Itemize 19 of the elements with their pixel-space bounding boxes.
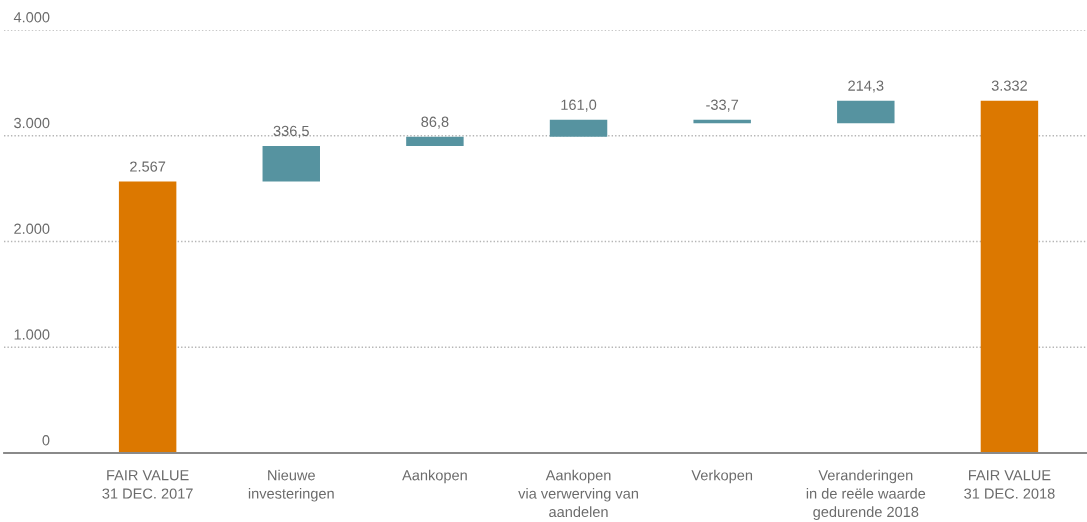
data-label: 3.332 [991, 80, 1027, 91]
data-label: 2.567 [130, 161, 166, 172]
y-tick-label: 0 [42, 435, 50, 446]
data-label: 336,5 [273, 125, 309, 138]
y-tick-label: 2.000 [14, 223, 50, 234]
data-label: 214,3 [848, 80, 884, 93]
y-tick-label: 4.000 [13, 12, 50, 23]
x-tick-label: FAIR VALUE 31 DEC. 2017 [102, 470, 193, 499]
x-tick-label: Aankopen via verwerving van aandelen [518, 469, 638, 518]
x-tick-label: Veranderingen in de reële waarde gedurende 2018 [806, 469, 926, 520]
y-tick-label: 1.000 [14, 329, 50, 340]
data-label: -33,7 [706, 99, 739, 112]
x-tick-label: Verkopen [691, 469, 753, 484]
data-label: 86,8 [421, 116, 449, 129]
y-tick-label: 3.000 [14, 117, 50, 129]
x-tick-label: FAIR VALUE 31 DEC. 2018 [964, 470, 1055, 499]
x-tick-label: Aankopen [402, 469, 467, 484]
x-tick-label: Nieuwe investeringen [248, 469, 334, 502]
data-label: 161,0 [561, 99, 597, 112]
